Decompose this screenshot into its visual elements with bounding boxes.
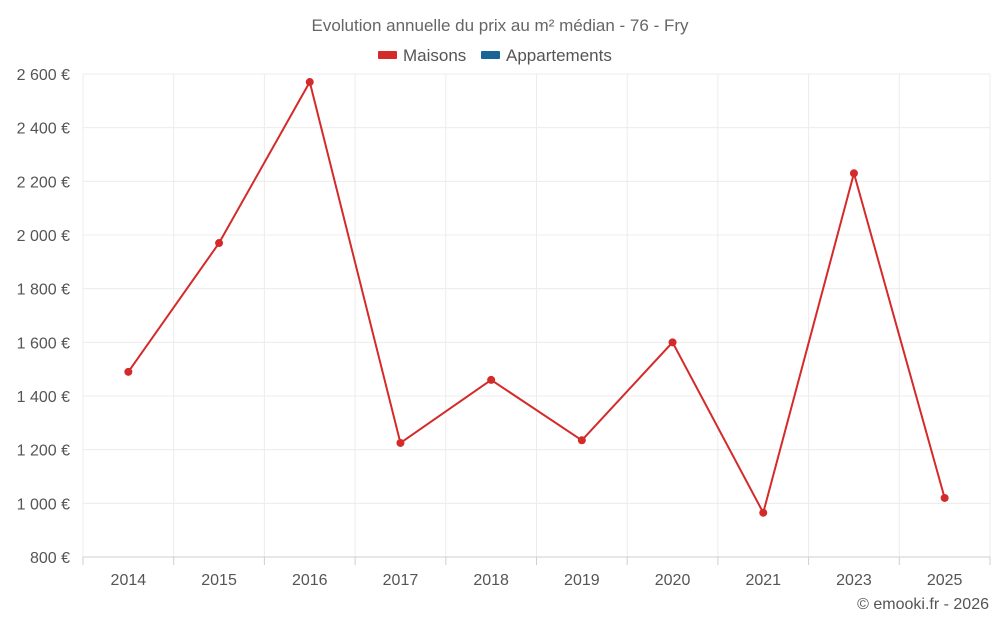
- x-tick-label: 2021: [745, 572, 781, 589]
- y-tick-label: 1 800 €: [17, 282, 70, 299]
- credit-text: © emooki.fr - 2026: [857, 596, 989, 613]
- data-point-2020[interactable]: [668, 338, 677, 347]
- x-tick-label: 2016: [292, 572, 328, 589]
- x-tick-label: 2023: [836, 572, 872, 589]
- data-point-2018[interactable]: [487, 375, 496, 384]
- x-tick-label: 2025: [927, 572, 963, 589]
- grid: [82, 73, 991, 557]
- data-point-2016[interactable]: [305, 78, 314, 87]
- series-line-maisons: [127, 81, 946, 514]
- legend-label-appartements: Appartements: [506, 46, 612, 65]
- legend: Maisons Appartements: [378, 46, 612, 65]
- data-point-2025[interactable]: [940, 493, 949, 502]
- x-tick-label: 2020: [655, 572, 691, 589]
- legend-swatch-appartements: [481, 51, 500, 59]
- y-tick-label: 2 400 €: [17, 121, 70, 138]
- x-tick-label: 2018: [473, 572, 509, 589]
- x-tick-label: 2019: [564, 572, 600, 589]
- y-tick-label: 1 600 €: [17, 335, 70, 352]
- data-point-2017[interactable]: [396, 438, 405, 447]
- data-point-2021[interactable]: [759, 508, 768, 517]
- data-point-2019[interactable]: [577, 436, 586, 445]
- data-point-2014[interactable]: [124, 367, 133, 376]
- y-tick-label: 2 200 €: [17, 174, 70, 191]
- legend-item-appartements[interactable]: Appartements: [481, 46, 612, 65]
- y-tick-label: 1 000 €: [17, 496, 70, 513]
- data-point-2015[interactable]: [215, 239, 224, 248]
- series-layer: [124, 78, 949, 517]
- axes: 800 € 1 000 € 1 200 € 1 400 € 1 600 € 1 800 €…: [17, 67, 991, 589]
- chart-title: Evolution annuelle du prix au m² médian …: [311, 16, 689, 35]
- data-point-2023[interactable]: [849, 169, 858, 178]
- y-tick-label: 1 400 €: [17, 389, 70, 406]
- x-tick-label: 2017: [383, 572, 419, 589]
- y-tick-label: 2 000 €: [17, 228, 70, 245]
- y-tick-label: 2 600 €: [17, 67, 70, 84]
- y-tick-label: 1 200 €: [17, 443, 70, 460]
- y-tick-label: 800 €: [30, 550, 70, 567]
- legend-swatch-maisons: [378, 51, 397, 59]
- x-tick-label: 2014: [111, 572, 147, 589]
- legend-label-maisons: Maisons: [403, 46, 466, 65]
- x-tick-label: 2015: [201, 572, 237, 589]
- legend-item-maisons[interactable]: Maisons: [378, 46, 466, 65]
